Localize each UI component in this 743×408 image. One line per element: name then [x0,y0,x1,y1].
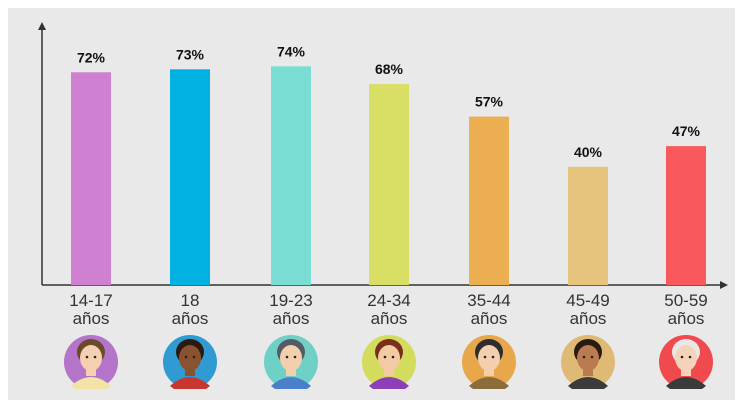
bar [469,117,509,285]
value-label: 40% [574,144,603,160]
bar [170,69,210,285]
avatar [264,335,318,389]
page: 72%14-17años73%18años74%19-23años68%24-3… [0,0,743,408]
avatar-face [577,345,599,371]
avatar-face [280,345,302,371]
value-label: 57% [475,94,504,110]
avatar [362,335,416,389]
bar [666,146,706,285]
avatar-eye [583,356,586,359]
avatar-face [179,345,201,371]
avatar-eye [392,356,395,359]
avatar [659,335,713,389]
avatar-eye [484,356,487,359]
avatar-eye [193,356,196,359]
avatar-eye [86,356,89,359]
avatar [64,335,118,389]
avatar-eye [294,356,297,359]
avatar-eye [492,356,495,359]
bar [369,84,409,285]
avatar-face [80,345,102,371]
value-label: 68% [375,61,404,77]
avatar-eye [591,356,594,359]
avatar-face [478,345,500,371]
avatar-eye [681,356,684,359]
avatar [163,335,217,389]
avatar-eye [689,356,692,359]
bar [71,72,111,285]
value-label: 73% [176,46,205,62]
chart: 72%14-17años73%18años74%19-23años68%24-3… [0,0,743,408]
avatar-face [378,345,400,371]
avatar-face [675,345,697,371]
value-label: 74% [277,43,306,59]
avatar [462,335,516,389]
avatar-eye [286,356,289,359]
value-label: 72% [77,49,106,65]
avatar-eye [384,356,387,359]
value-label: 47% [672,123,701,139]
avatar-eye [94,356,97,359]
bar [271,66,311,285]
bar [568,167,608,285]
avatar-eye [185,356,188,359]
avatar [561,335,615,389]
